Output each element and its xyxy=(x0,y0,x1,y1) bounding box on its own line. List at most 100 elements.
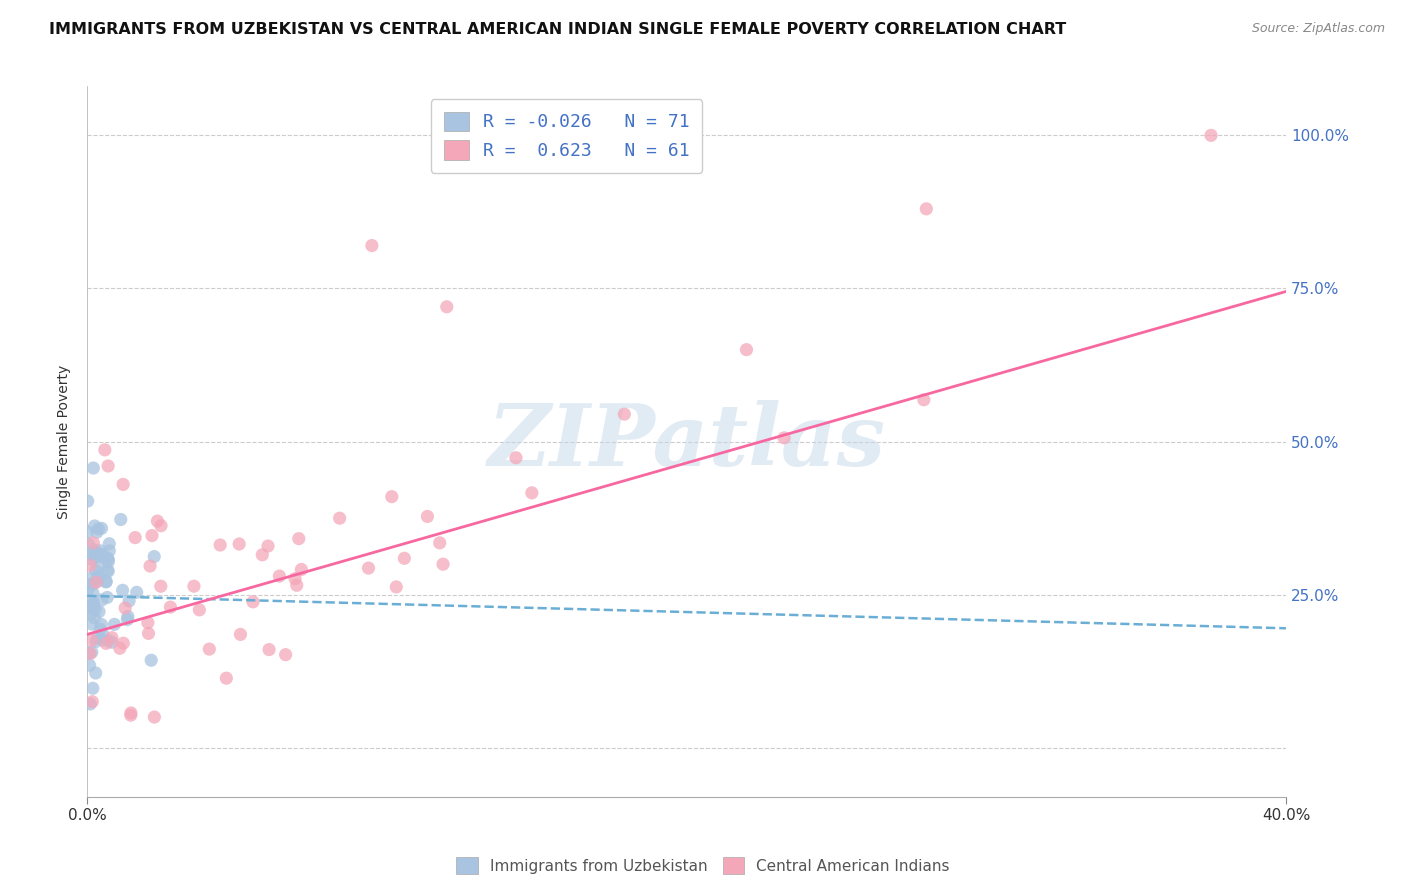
Point xyxy=(84,665,107,680)
Point xyxy=(114,601,136,615)
Point xyxy=(82,595,104,609)
Text: ZIPatlas: ZIPatlas xyxy=(488,400,886,483)
Point xyxy=(98,537,121,551)
Point xyxy=(209,538,232,552)
Point xyxy=(89,543,111,558)
Point xyxy=(80,577,103,591)
Legend: Immigrants from Uzbekistan, Central American Indians: Immigrants from Uzbekistan, Central Amer… xyxy=(450,851,956,880)
Point xyxy=(274,648,297,662)
Point xyxy=(79,558,101,573)
Point xyxy=(111,583,134,598)
Point xyxy=(97,458,120,473)
Point xyxy=(84,575,107,590)
Point xyxy=(82,598,104,612)
Point xyxy=(80,617,103,632)
Point xyxy=(87,570,110,584)
Point xyxy=(82,547,104,561)
Point xyxy=(98,544,121,558)
Point xyxy=(141,653,163,667)
Point xyxy=(80,645,103,659)
Point xyxy=(84,550,107,565)
Point xyxy=(87,605,110,619)
Point xyxy=(285,578,308,592)
Point xyxy=(143,710,166,724)
Point xyxy=(80,633,103,648)
Point xyxy=(198,642,221,657)
Point xyxy=(381,490,404,504)
Point xyxy=(77,601,100,615)
Point xyxy=(80,607,103,621)
Point xyxy=(96,563,118,577)
Point xyxy=(120,708,142,723)
Point xyxy=(90,593,112,607)
Point xyxy=(735,343,758,357)
Point xyxy=(97,564,120,578)
Point xyxy=(149,579,172,593)
Point xyxy=(84,602,107,616)
Point xyxy=(82,461,104,475)
Point xyxy=(80,552,103,566)
Point xyxy=(97,633,120,648)
Point xyxy=(84,634,107,648)
Point xyxy=(429,536,451,550)
Point xyxy=(96,574,118,589)
Point xyxy=(912,392,935,407)
Point xyxy=(357,561,380,575)
Point xyxy=(150,518,173,533)
Point xyxy=(146,514,169,528)
Point xyxy=(96,550,118,565)
Point xyxy=(86,525,108,540)
Point xyxy=(79,697,101,711)
Point xyxy=(112,477,135,491)
Point xyxy=(269,569,291,583)
Legend: R = -0.026   N = 71, R =  0.623   N = 61: R = -0.026 N = 71, R = 0.623 N = 61 xyxy=(430,99,703,173)
Point xyxy=(1199,128,1222,143)
Point xyxy=(125,585,148,599)
Point xyxy=(89,622,111,636)
Point xyxy=(82,600,104,615)
Point xyxy=(79,658,101,673)
Point xyxy=(284,572,307,586)
Point xyxy=(252,548,274,562)
Point xyxy=(91,628,114,642)
Point xyxy=(91,632,114,647)
Point xyxy=(83,543,105,558)
Point xyxy=(183,579,205,593)
Point xyxy=(110,512,132,526)
Point xyxy=(101,631,124,645)
Point xyxy=(120,706,142,720)
Point xyxy=(82,536,104,550)
Point xyxy=(82,577,104,591)
Point xyxy=(87,570,110,584)
Point xyxy=(257,642,280,657)
Point xyxy=(385,580,408,594)
Point xyxy=(108,641,131,656)
Point xyxy=(79,647,101,661)
Point xyxy=(76,494,98,508)
Point xyxy=(82,586,104,600)
Point xyxy=(87,522,110,536)
Point xyxy=(360,238,382,252)
Text: Source: ZipAtlas.com: Source: ZipAtlas.com xyxy=(1251,22,1385,36)
Point xyxy=(124,531,146,545)
Point xyxy=(84,563,107,577)
Point xyxy=(117,613,139,627)
Point xyxy=(83,611,105,625)
Point xyxy=(613,407,636,421)
Point xyxy=(117,609,139,624)
Point xyxy=(394,551,416,566)
Point xyxy=(505,450,527,465)
Point xyxy=(82,695,104,709)
Point xyxy=(80,571,103,585)
Point xyxy=(86,545,108,559)
Point xyxy=(112,636,135,650)
Point xyxy=(87,632,110,646)
Point xyxy=(242,595,264,609)
Point xyxy=(138,626,160,640)
Point xyxy=(97,552,120,566)
Point xyxy=(432,558,454,572)
Point xyxy=(77,646,100,660)
Point xyxy=(188,603,211,617)
Point xyxy=(96,591,118,605)
Point xyxy=(86,547,108,561)
